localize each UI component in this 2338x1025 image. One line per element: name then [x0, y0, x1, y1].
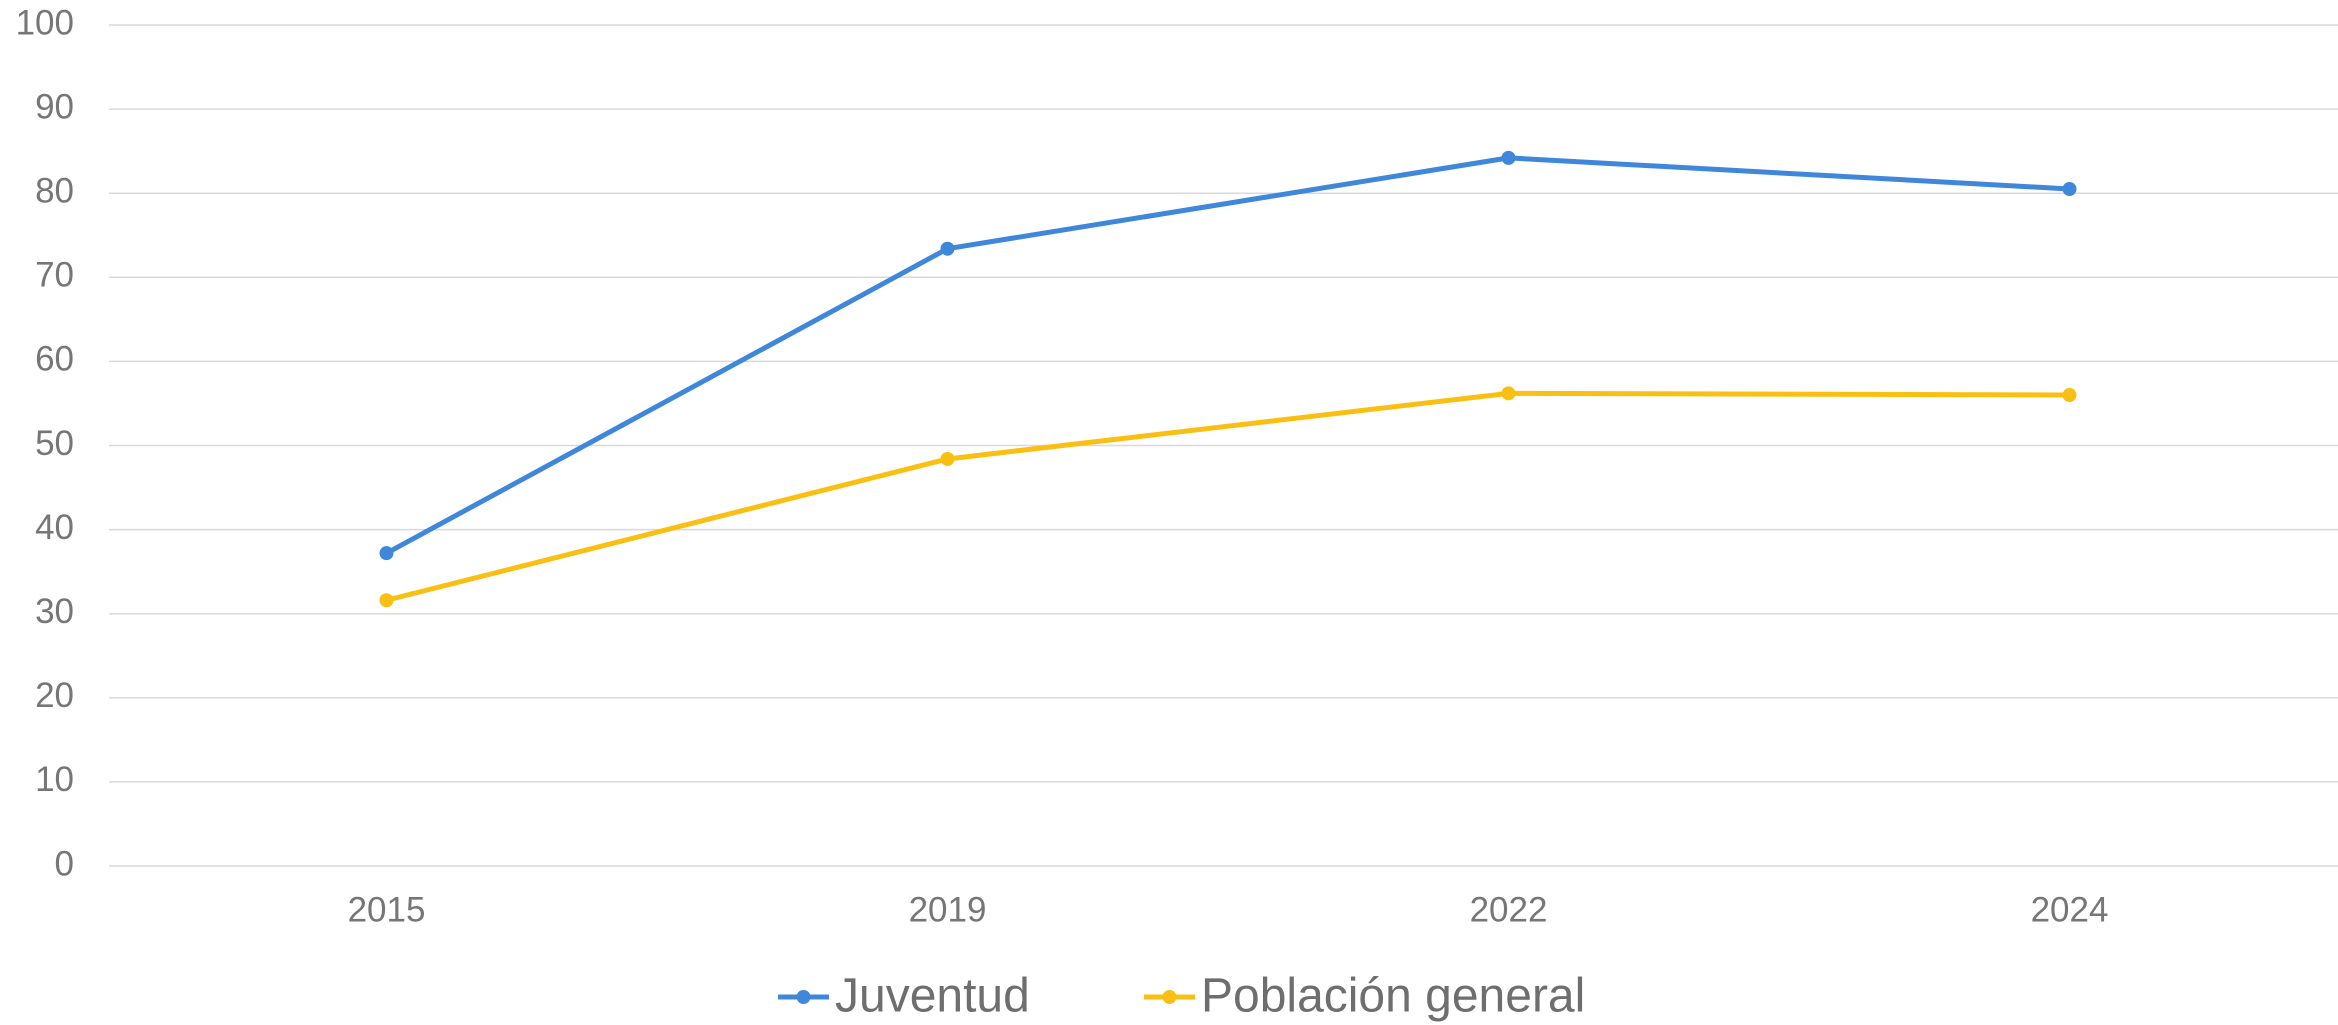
y-tick-label: 60	[35, 340, 74, 379]
y-tick-label: 100	[16, 3, 74, 42]
data-point	[2062, 388, 2077, 403]
y-tick-label: 40	[35, 508, 74, 547]
y-tick-label: 10	[35, 760, 74, 799]
y-tick-label: 70	[35, 256, 74, 295]
data-point	[940, 451, 955, 466]
y-tick-label: 90	[35, 87, 74, 126]
legend-marker	[1162, 990, 1177, 1004]
series-line	[385, 390, 2070, 603]
legend-marker	[796, 990, 811, 1004]
legend-label: Juventud	[835, 970, 1030, 1023]
data-point	[379, 546, 394, 561]
y-tick-label: 30	[35, 592, 74, 631]
x-tick-label: 2015	[348, 890, 426, 929]
series-line	[385, 155, 2070, 556]
y-tick-label: 80	[35, 171, 74, 210]
data-point	[2062, 181, 2077, 196]
data-point	[1501, 386, 1516, 401]
data-point	[379, 593, 394, 608]
y-tick-label: 50	[35, 424, 74, 463]
y-tick-label: 20	[35, 676, 74, 715]
data-point	[940, 241, 955, 256]
y-tick-label: 0	[55, 844, 74, 883]
legend-label: Población general	[1201, 970, 1585, 1023]
x-tick-label: 2022	[1470, 890, 1548, 929]
x-tick-label: 2019	[909, 890, 987, 929]
data-point	[1501, 150, 1516, 165]
x-tick-label: 2024	[2031, 890, 2109, 929]
